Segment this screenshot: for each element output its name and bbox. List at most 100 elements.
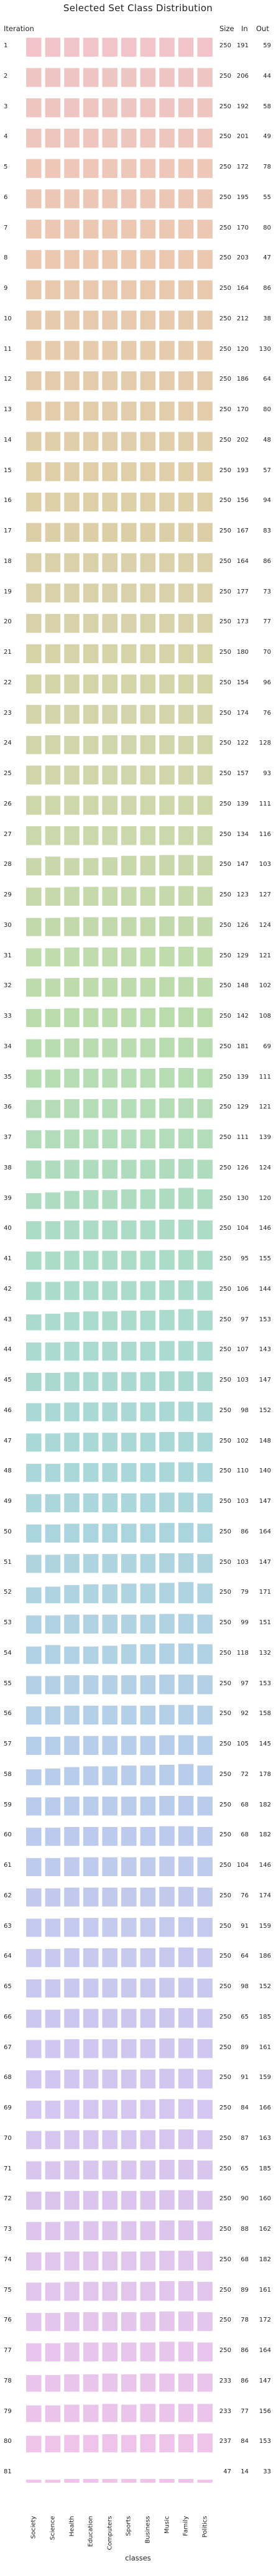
bar-iter-52-science <box>45 1586 61 1604</box>
bar-iter-23-sports <box>121 705 137 724</box>
out-value: 38 <box>263 315 271 322</box>
bar-iter-71-politics <box>197 2160 213 2180</box>
out-value: 116 <box>259 830 271 838</box>
iteration-label: 68 <box>4 2074 12 2081</box>
bar-iter-13-society <box>26 401 42 421</box>
size-value: 250 <box>219 921 231 929</box>
bar-iter-9-computers <box>102 280 117 299</box>
bar-iter-45-society <box>26 1372 42 1391</box>
bar-iter-14-society <box>26 432 42 451</box>
size-value: 233 <box>219 2377 231 2384</box>
size-value: 250 <box>219 861 231 868</box>
in-value: 177 <box>236 588 249 595</box>
bar-iter-79-society <box>26 2405 42 2422</box>
bar-iter-56-politics <box>197 1705 213 1725</box>
in-value: 99 <box>241 1619 249 1626</box>
bar-iter-63-education <box>83 1918 99 1937</box>
bar-iter-75-computers <box>102 2282 117 2301</box>
in-value: 120 <box>236 345 249 353</box>
bar-iter-71-business <box>140 2160 156 2180</box>
bar-iter-76-society <box>26 2313 42 2332</box>
bar-iter-48-politics <box>197 1462 213 1482</box>
bar-iter-39-politics <box>197 1189 213 1209</box>
bar-iter-15-health <box>64 462 80 481</box>
bar-iter-70-health <box>64 2130 80 2149</box>
bar-iter-10-business <box>140 310 156 330</box>
bar-iter-80-society <box>26 2435 42 2453</box>
bar-iter-50-health <box>64 1523 80 1543</box>
bar-iter-42-health <box>64 1281 80 1300</box>
bar-iter-19-society <box>26 584 42 603</box>
in-value: 203 <box>236 254 249 262</box>
bar-iter-8-business <box>140 249 156 269</box>
bar-iter-69-science <box>45 2100 61 2119</box>
iteration-label: 34 <box>4 1043 12 1050</box>
bar-iter-13-sports <box>121 401 137 421</box>
bar-iter-25-business <box>140 765 156 784</box>
in-value: 206 <box>236 72 249 80</box>
bar-iter-14-politics <box>197 432 213 451</box>
size-value: 250 <box>219 436 231 444</box>
out-value: 140 <box>259 1467 271 1475</box>
size-value: 250 <box>219 103 231 110</box>
bar-iter-1-education <box>83 37 99 57</box>
iteration-label: 15 <box>4 467 12 474</box>
iteration-label: 58 <box>4 1770 12 1778</box>
iteration-label: 10 <box>4 315 12 322</box>
bar-iter-13-family <box>178 401 194 421</box>
bar-iter-70-politics <box>197 2130 213 2149</box>
bar-iter-78-science <box>45 2375 61 2392</box>
out-value: 178 <box>259 1770 271 1778</box>
bar-iter-17-family <box>178 523 194 542</box>
bar-iter-34-computers <box>102 1038 117 1058</box>
bar-iter-22-business <box>140 674 156 694</box>
bar-iter-65-education <box>83 1978 99 1997</box>
bar-iter-31-family <box>178 946 194 967</box>
out-value: 93 <box>263 770 271 777</box>
bar-iter-17-business <box>140 523 156 542</box>
bar-iter-51-music <box>159 1553 175 1573</box>
bar-iter-5-family <box>178 159 194 178</box>
bar-iter-81-health <box>64 2478 80 2483</box>
bar-iter-31-society <box>26 948 42 967</box>
in-value: 129 <box>236 1104 249 1111</box>
bar-iter-76-politics <box>197 2312 213 2332</box>
bar-iter-18-health <box>64 553 80 572</box>
in-value: 134 <box>236 830 249 838</box>
bar-iter-2-music <box>159 68 175 87</box>
bar-iter-31-health <box>64 947 80 967</box>
bar-iter-29-business <box>140 886 156 906</box>
bar-iter-80-science <box>45 2435 61 2453</box>
bar-iter-2-business <box>140 68 156 87</box>
in-value: 106 <box>236 1285 249 1293</box>
bar-iter-42-politics <box>197 1281 213 1300</box>
iteration-label: 16 <box>4 497 12 505</box>
bar-iter-78-business <box>140 2373 156 2392</box>
bar-iter-53-science <box>45 1615 61 1634</box>
bar-iter-64-music <box>159 1947 175 1968</box>
bar-iter-26-music <box>159 796 175 815</box>
bar-iter-62-business <box>140 1887 156 1907</box>
bar-iter-1-society <box>26 37 42 57</box>
bar-iter-45-health <box>64 1372 80 1391</box>
bar-iter-73-politics <box>197 2221 213 2240</box>
bar-iter-23-health <box>64 705 80 724</box>
bar-iter-64-computers <box>102 1948 117 1968</box>
size-value: 250 <box>219 1346 231 1354</box>
bar-iter-14-science <box>45 432 61 451</box>
in-value: 111 <box>236 1134 249 1141</box>
bar-iter-55-sports <box>121 1675 137 1695</box>
bar-iter-70-education <box>83 2130 99 2149</box>
bar-iter-21-music <box>159 644 175 663</box>
bar-iter-28-education <box>83 858 99 876</box>
bar-iter-51-society <box>26 1555 42 1573</box>
bar-iter-48-science <box>45 1464 61 1482</box>
bar-iter-80-business <box>140 2434 156 2453</box>
out-value: 103 <box>259 861 271 868</box>
bar-iter-67-science <box>45 2040 61 2058</box>
bar-iter-1-health <box>64 37 80 57</box>
bar-iter-26-politics <box>197 796 213 815</box>
in-value: 164 <box>236 557 249 565</box>
bar-iter-4-family <box>178 128 194 148</box>
bar-iter-43-sports <box>121 1310 137 1331</box>
